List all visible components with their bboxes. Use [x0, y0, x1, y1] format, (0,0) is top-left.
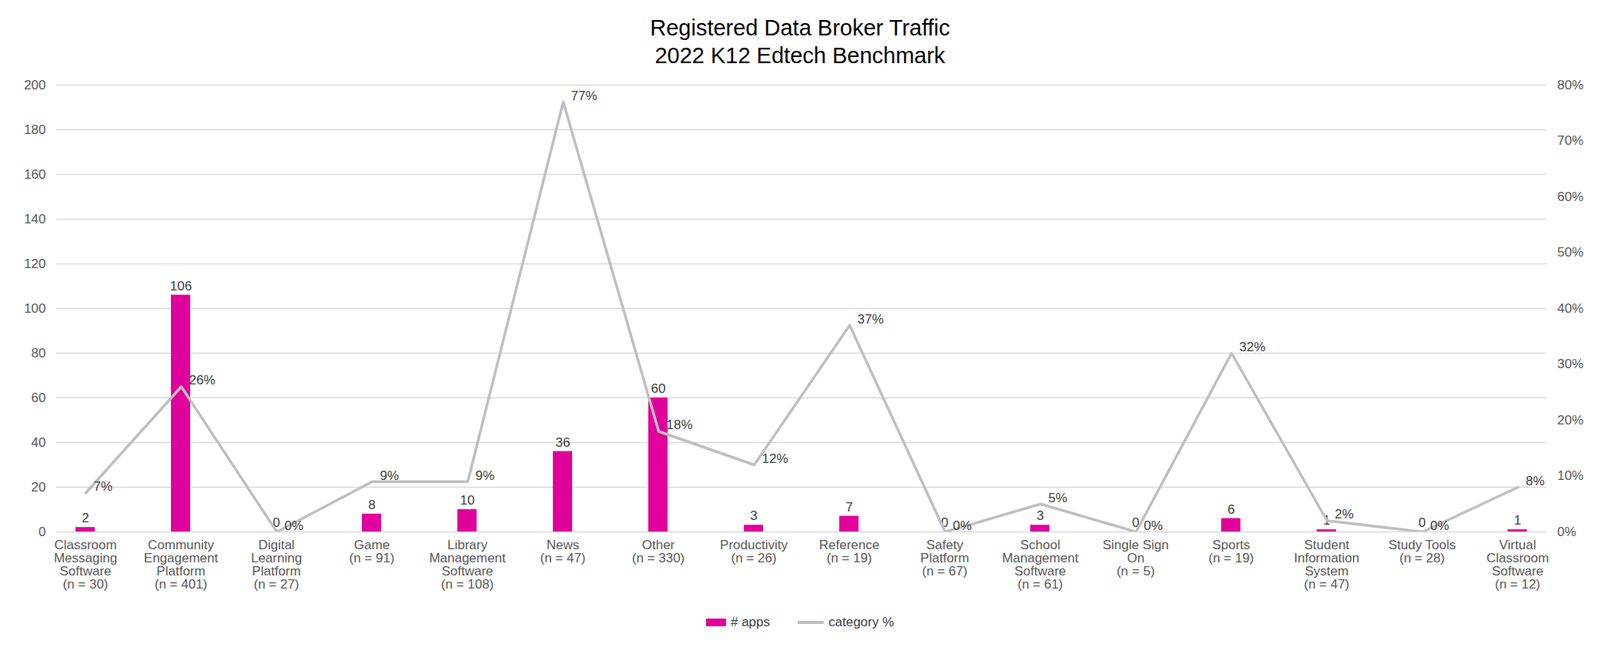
svg-text:0%: 0% [1144, 518, 1164, 533]
svg-text:8: 8 [368, 497, 375, 513]
svg-text:ClassroomMessagingSoftware(n =: ClassroomMessagingSoftware(n = 30) [53, 537, 118, 592]
svg-text:Study Tools(n = 28): Study Tools(n = 28) [1388, 537, 1457, 566]
svg-text:20%: 20% [1557, 412, 1584, 428]
html-text:Registered Data Broker Traffic: Registered Data Broker Traffic [650, 15, 950, 41]
svg-text:News(n = 47): News(n = 47) [539, 537, 586, 566]
svg-text:60%: 60% [1557, 189, 1584, 205]
html-text:# apps: # apps [730, 614, 770, 630]
svg-text:0: 0 [941, 515, 949, 530]
svg-text:0%: 0% [953, 518, 973, 533]
svg-text:Other(n = 330): Other(n = 330) [632, 537, 686, 566]
svg-text:3: 3 [1036, 508, 1044, 523]
svg-text:80: 80 [31, 345, 47, 361]
svg-text:7: 7 [845, 499, 853, 515]
svg-text:SafetyPlatform(n = 67): SafetyPlatform(n = 67) [920, 537, 969, 579]
svg-text:3: 3 [749, 508, 757, 523]
svg-text:20: 20 [31, 479, 47, 495]
svg-text:LibraryManagementSoftware(n =: LibraryManagementSoftware(n = 108) [428, 537, 506, 592]
svg-text:0: 0 [1132, 515, 1140, 530]
svg-text:200: 200 [23, 77, 46, 93]
svg-text:18%: 18% [666, 417, 693, 432]
svg-text:50%: 50% [1557, 244, 1584, 260]
svg-text:30%: 30% [1557, 356, 1584, 372]
svg-text:120: 120 [23, 256, 46, 272]
svg-text:0%: 0% [1557, 524, 1577, 539]
svg-text:60: 60 [31, 390, 47, 406]
svg-text:Reference(n = 19): Reference(n = 19) [819, 537, 880, 566]
svg-text:140: 140 [23, 211, 46, 227]
svg-text:0%: 0% [284, 518, 305, 533]
svg-text:2: 2 [81, 510, 89, 526]
svg-text:180: 180 [23, 122, 46, 138]
svg-text:37%: 37% [857, 311, 884, 327]
svg-text:0: 0 [272, 515, 281, 530]
svg-text:60: 60 [651, 381, 667, 396]
svg-text:1: 1 [1513, 512, 1521, 528]
svg-text:26%: 26% [189, 372, 216, 388]
svg-text:SchoolManagementSoftware(n = 6: SchoolManagementSoftware(n = 61) [1001, 537, 1079, 592]
svg-text:0: 0 [1418, 515, 1426, 530]
svg-text:36: 36 [555, 435, 571, 450]
svg-text:40: 40 [31, 435, 47, 450]
svg-text:2%: 2% [1335, 506, 1355, 522]
svg-text:7%: 7% [93, 478, 114, 494]
html-text:2022 K12 Edtech Benchmark: 2022 K12 Edtech Benchmark [654, 43, 946, 68]
svg-text:CommunityEngagementPlatform(n: CommunityEngagementPlatform(n = 401) [143, 537, 219, 592]
svg-text:Productivity(n = 26): Productivity(n = 26) [719, 537, 788, 566]
svg-text:10%: 10% [1557, 468, 1584, 483]
svg-text:Game(n = 91): Game(n = 91) [348, 537, 395, 566]
svg-text:12%: 12% [762, 451, 789, 466]
svg-text:77%: 77% [571, 88, 598, 104]
svg-text:0: 0 [38, 524, 46, 539]
svg-text:106: 106 [170, 278, 192, 294]
svg-text:70%: 70% [1557, 133, 1584, 148]
svg-text:160: 160 [23, 167, 46, 182]
html-text:category %: category % [828, 614, 894, 630]
svg-text:StudentInformationSystem(n = 4: StudentInformationSystem(n = 47) [1293, 537, 1359, 592]
svg-text:5%: 5% [1048, 490, 1068, 506]
svg-text:6: 6 [1227, 502, 1235, 517]
svg-text:9%: 9% [380, 468, 400, 483]
svg-text:1: 1 [1323, 512, 1331, 528]
svg-text:0%: 0% [1430, 518, 1450, 533]
svg-text:10: 10 [460, 492, 476, 508]
svg-text:Sports(n = 19): Sports(n = 19) [1208, 537, 1254, 566]
svg-text:9%: 9% [475, 468, 496, 483]
svg-text:VirtualClassroomSoftware(n = 1: VirtualClassroomSoftware(n = 12) [1486, 537, 1549, 592]
svg-text:40%: 40% [1557, 301, 1584, 316]
svg-text:DigitalLearningPlatform(n = 27: DigitalLearningPlatform(n = 27) [251, 537, 302, 592]
svg-text:8%: 8% [1526, 473, 1546, 489]
svg-text:80%: 80% [1557, 77, 1584, 93]
svg-text:Single SignOn(n = 5): Single SignOn(n = 5) [1102, 537, 1169, 579]
svg-text:100: 100 [23, 301, 46, 316]
svg-text:32%: 32% [1239, 339, 1266, 355]
